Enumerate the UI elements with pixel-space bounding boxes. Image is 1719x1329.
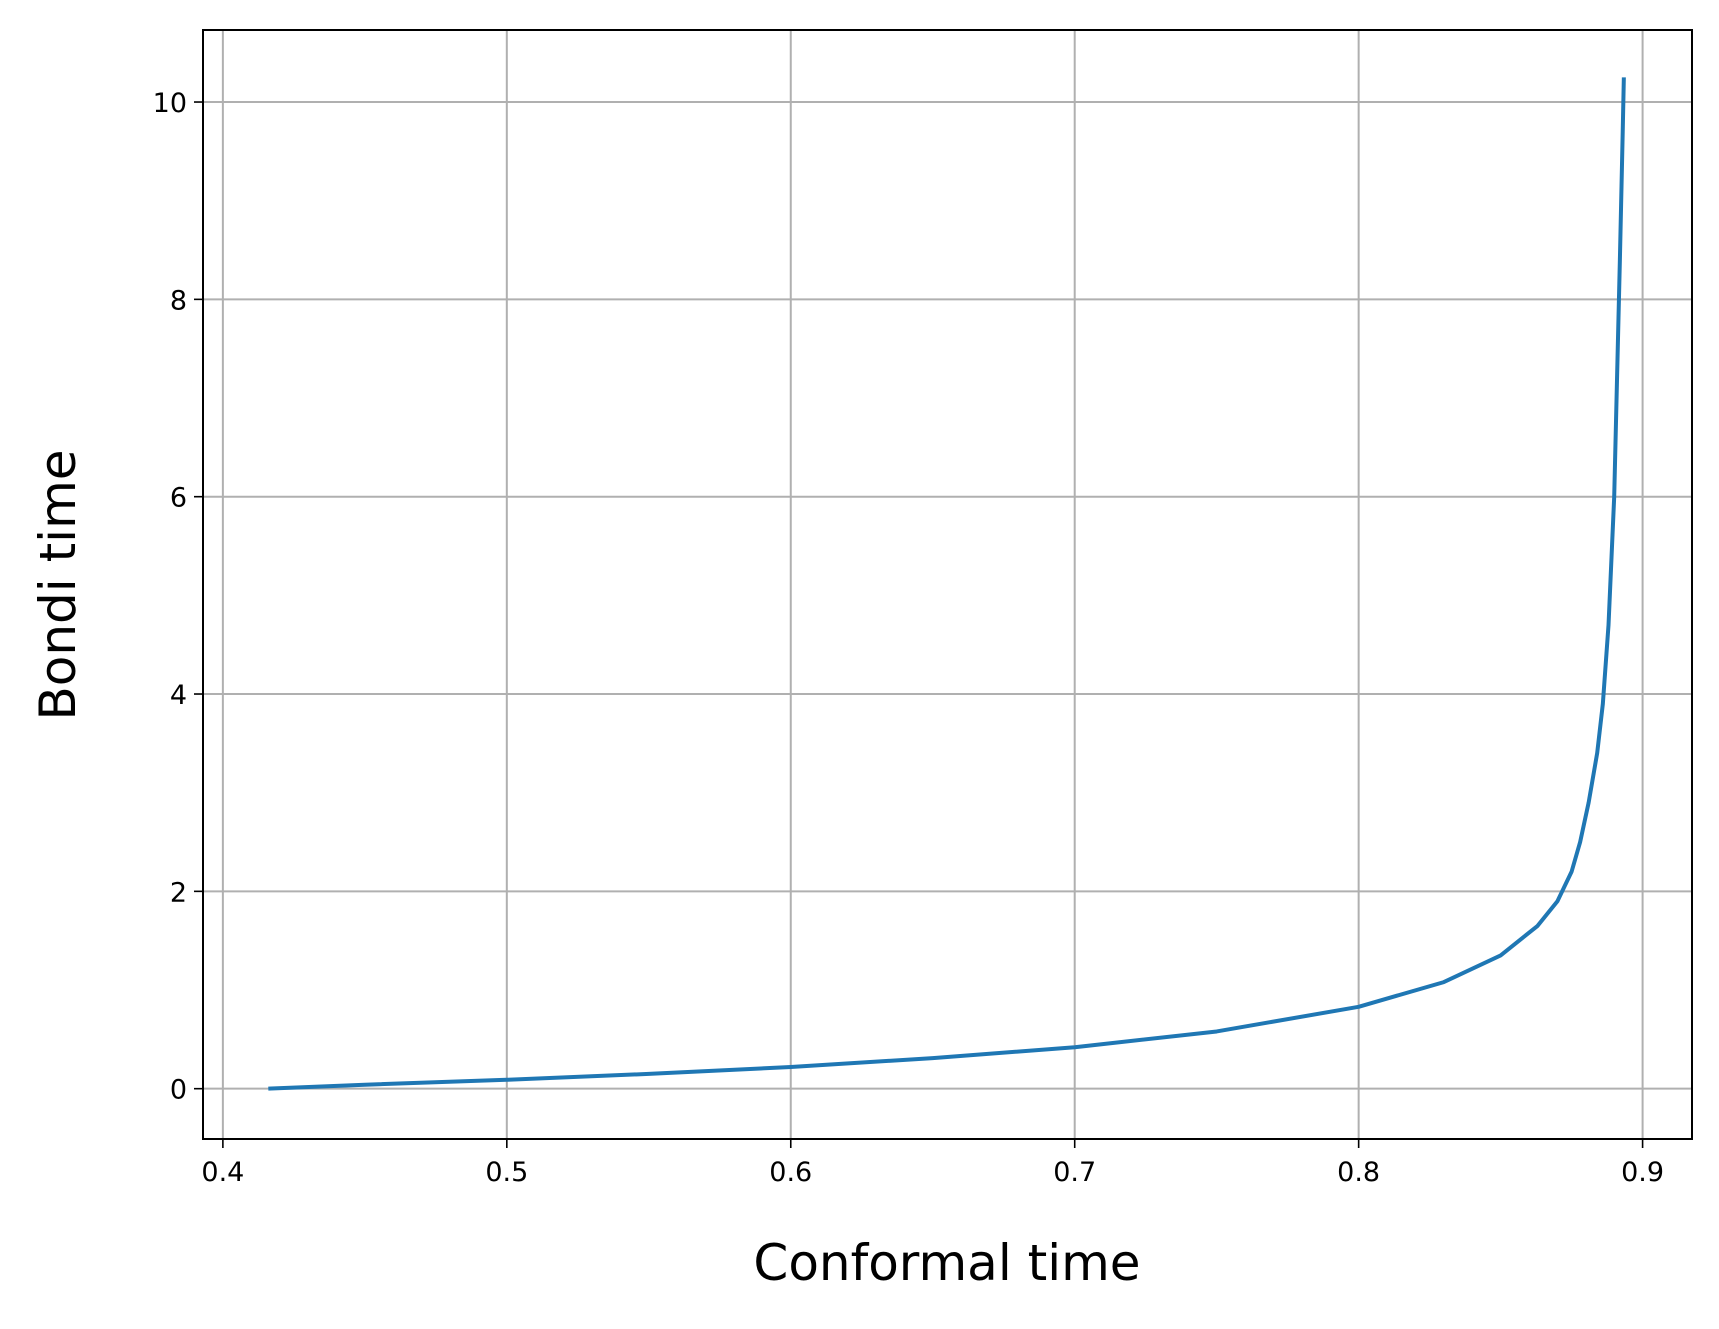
x-tick-label: 0.5 xyxy=(485,1157,528,1188)
x-tick-label: 0.9 xyxy=(1621,1157,1664,1188)
line-series xyxy=(268,77,1626,1091)
x-tick-label: 0.4 xyxy=(201,1157,244,1188)
x-tick-label: 0.6 xyxy=(769,1157,812,1188)
x-tick-label: 0.8 xyxy=(1337,1157,1380,1188)
y-tick-label: 4 xyxy=(170,680,187,711)
y-axis-label: Bondi time xyxy=(29,449,87,720)
y-tick-label: 8 xyxy=(170,285,187,316)
y-tick-label: 10 xyxy=(153,88,187,119)
x-axis-label: Conformal time xyxy=(753,1234,1140,1292)
y-tick-label: 2 xyxy=(170,877,187,908)
y-tick-label: 6 xyxy=(170,483,187,514)
plot-frame xyxy=(202,29,1693,1140)
y-tick-label: 0 xyxy=(170,1075,187,1106)
x-tick-label: 0.7 xyxy=(1053,1157,1096,1188)
